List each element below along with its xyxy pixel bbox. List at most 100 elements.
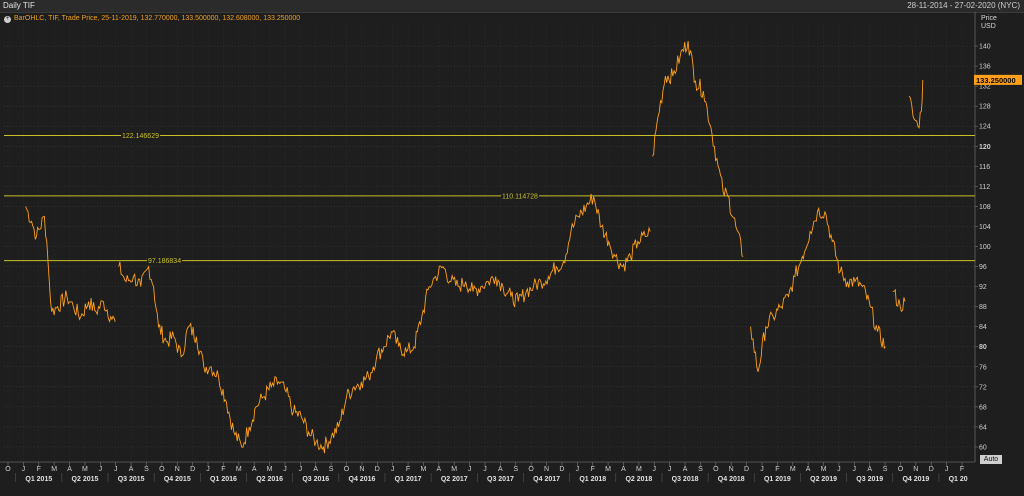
reference-label-bg bbox=[501, 192, 540, 201]
x-month-label: N bbox=[913, 466, 918, 473]
x-month-label: A bbox=[498, 466, 503, 473]
x-month-label: J bbox=[668, 466, 672, 473]
x-month-label: A bbox=[67, 466, 72, 473]
series-legend[interactable]: + BarOHLC, TIF, Trade Price, 25-11-2019,… bbox=[4, 13, 300, 25]
price-series-line bbox=[892, 288, 906, 313]
last-price-tag bbox=[974, 74, 1022, 85]
y-tick-label: 136 bbox=[979, 64, 991, 71]
chart-title: Daily TIF bbox=[3, 1, 35, 10]
y-tick-label: 92 bbox=[979, 284, 987, 291]
reference-line-label: 110.114728 bbox=[502, 193, 538, 200]
x-month-label: A bbox=[129, 466, 134, 473]
x-quarter-label: Q4 2019 bbox=[902, 476, 929, 483]
x-month-label: J bbox=[391, 466, 395, 473]
y-tick-label: 112 bbox=[979, 184, 990, 191]
y-tick-label: 120 bbox=[979, 144, 991, 151]
y-tick-label: 124 bbox=[979, 124, 991, 131]
x-quarter-label: Q3 2018 bbox=[672, 476, 699, 483]
y-tick-label: 80 bbox=[979, 344, 987, 351]
reference-label-bg bbox=[121, 132, 161, 141]
x-month-label: A bbox=[867, 466, 872, 473]
title-bar: Daily TIF 28-11-2014 - 27-02-2020 (NYC) bbox=[0, 0, 1024, 13]
x-month-label: M bbox=[82, 466, 88, 473]
x-month-label: F bbox=[591, 466, 595, 473]
x-month-label: A bbox=[621, 466, 626, 473]
x-quarter-label: Q3 2016 bbox=[302, 476, 329, 483]
legend-text: BarOHLC, TIF, Trade Price, 25-11-2019, 1… bbox=[14, 15, 301, 22]
x-month-label: S bbox=[883, 466, 888, 473]
price-series-line bbox=[750, 206, 886, 372]
x-month-label: M bbox=[267, 466, 273, 473]
x-quarter-label: Q3 2019 bbox=[856, 476, 883, 483]
x-quarter-label: Q1 2016 bbox=[210, 476, 237, 483]
reference-line-label: 122.146629 bbox=[122, 133, 159, 140]
x-quarter-label: Q2 2017 bbox=[441, 476, 468, 483]
x-month-label: J bbox=[483, 466, 487, 473]
y-axis-unit: USD bbox=[981, 23, 996, 30]
date-range: 28-11-2014 - 27-02-2020 (NYC) bbox=[907, 1, 1020, 10]
x-month-label: J bbox=[653, 466, 657, 473]
x-month-label: O bbox=[159, 466, 165, 473]
x-quarter-label: Q3 2017 bbox=[487, 476, 514, 483]
x-month-label: D bbox=[190, 466, 195, 473]
x-month-label: F bbox=[406, 466, 410, 473]
x-quarter-label: Q3 2015 bbox=[118, 476, 145, 483]
x-month-label: S bbox=[698, 466, 703, 473]
y-tick-label: 108 bbox=[979, 204, 991, 211]
x-month-label: A bbox=[437, 466, 442, 473]
y-tick-label: 76 bbox=[979, 364, 987, 371]
reference-label-bg bbox=[147, 257, 183, 266]
x-month-label: M bbox=[421, 466, 427, 473]
y-tick-label: 88 bbox=[979, 304, 987, 311]
x-quarter-label: Q1 2019 bbox=[764, 476, 791, 483]
price-series-line bbox=[652, 40, 744, 257]
x-month-label: O bbox=[5, 466, 11, 473]
x-month-label: O bbox=[713, 466, 719, 473]
x-month-label: J bbox=[22, 466, 26, 473]
x-month-label: N bbox=[729, 466, 734, 473]
x-month-label: F bbox=[221, 466, 225, 473]
x-quarter-label: Q1 2015 bbox=[25, 476, 52, 483]
auto-scale-button[interactable]: Auto bbox=[980, 455, 1002, 464]
price-series-line bbox=[25, 206, 116, 323]
x-month-label: J bbox=[468, 466, 472, 473]
x-month-label: A bbox=[683, 466, 688, 473]
x-month-label: J bbox=[206, 466, 210, 473]
y-tick-label: 84 bbox=[979, 324, 987, 331]
legend-expand-icon[interactable]: + bbox=[4, 15, 11, 23]
x-month-label: S bbox=[513, 466, 518, 473]
x-month-label: J bbox=[853, 466, 857, 473]
x-month-label: J bbox=[576, 466, 580, 473]
x-month-label: J bbox=[299, 466, 303, 473]
x-month-label: M bbox=[636, 466, 642, 473]
y-tick-label: 72 bbox=[979, 384, 987, 391]
x-quarter-label: Q1 2017 bbox=[395, 476, 422, 483]
x-month-label: F bbox=[775, 466, 779, 473]
x-month-label: D bbox=[375, 466, 380, 473]
x-quarter-label: Q4 2017 bbox=[533, 476, 560, 483]
x-month-label: M bbox=[451, 466, 457, 473]
x-month-label: D bbox=[559, 466, 564, 473]
x-month-label: J bbox=[99, 466, 103, 473]
x-month-label: J bbox=[945, 466, 949, 473]
x-month-label: N bbox=[175, 466, 180, 473]
x-quarter-label: Q1 2018 bbox=[579, 476, 606, 483]
x-quarter-label: Q4 2015 bbox=[164, 476, 191, 483]
y-axis-title: Price bbox=[981, 15, 997, 22]
x-month-label: N bbox=[359, 466, 364, 473]
y-tick-label: 60 bbox=[979, 444, 987, 451]
plot-area bbox=[4, 26, 975, 462]
x-quarter-label: Q2 2019 bbox=[810, 476, 837, 483]
y-tick-label: 132 bbox=[979, 84, 991, 91]
x-month-label: S bbox=[329, 466, 334, 473]
x-quarter-label: Q4 2018 bbox=[718, 476, 745, 483]
price-series-line bbox=[908, 79, 924, 129]
x-month-label: J bbox=[283, 466, 287, 473]
y-tick-label: 96 bbox=[979, 264, 987, 271]
y-tick-label: 128 bbox=[979, 104, 991, 111]
x-month-label: O bbox=[898, 466, 904, 473]
price-series-line bbox=[118, 193, 651, 454]
x-month-label: J bbox=[837, 466, 841, 473]
